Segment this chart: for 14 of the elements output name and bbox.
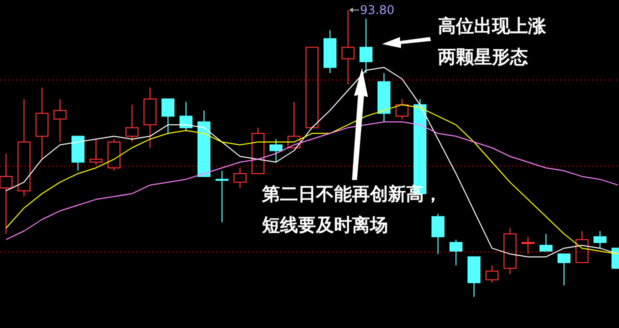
annotation: 第二日不能再创新高，	[261, 184, 442, 205]
candlestick	[90, 138, 102, 166]
candlestick	[0, 153, 12, 234]
candlestick	[360, 18, 372, 74]
candlestick	[144, 86, 156, 148]
annotation: 93.80	[360, 3, 394, 17]
annotation: 高位出现上涨	[438, 16, 547, 37]
annotation: 短线要及时离场	[261, 215, 388, 236]
candlestick	[522, 236, 534, 254]
candlestick	[54, 98, 66, 143]
candlestick	[36, 86, 48, 160]
annotation: 两颗星形态	[437, 47, 528, 68]
candlestick	[216, 170, 228, 223]
candlestick	[450, 239, 462, 266]
